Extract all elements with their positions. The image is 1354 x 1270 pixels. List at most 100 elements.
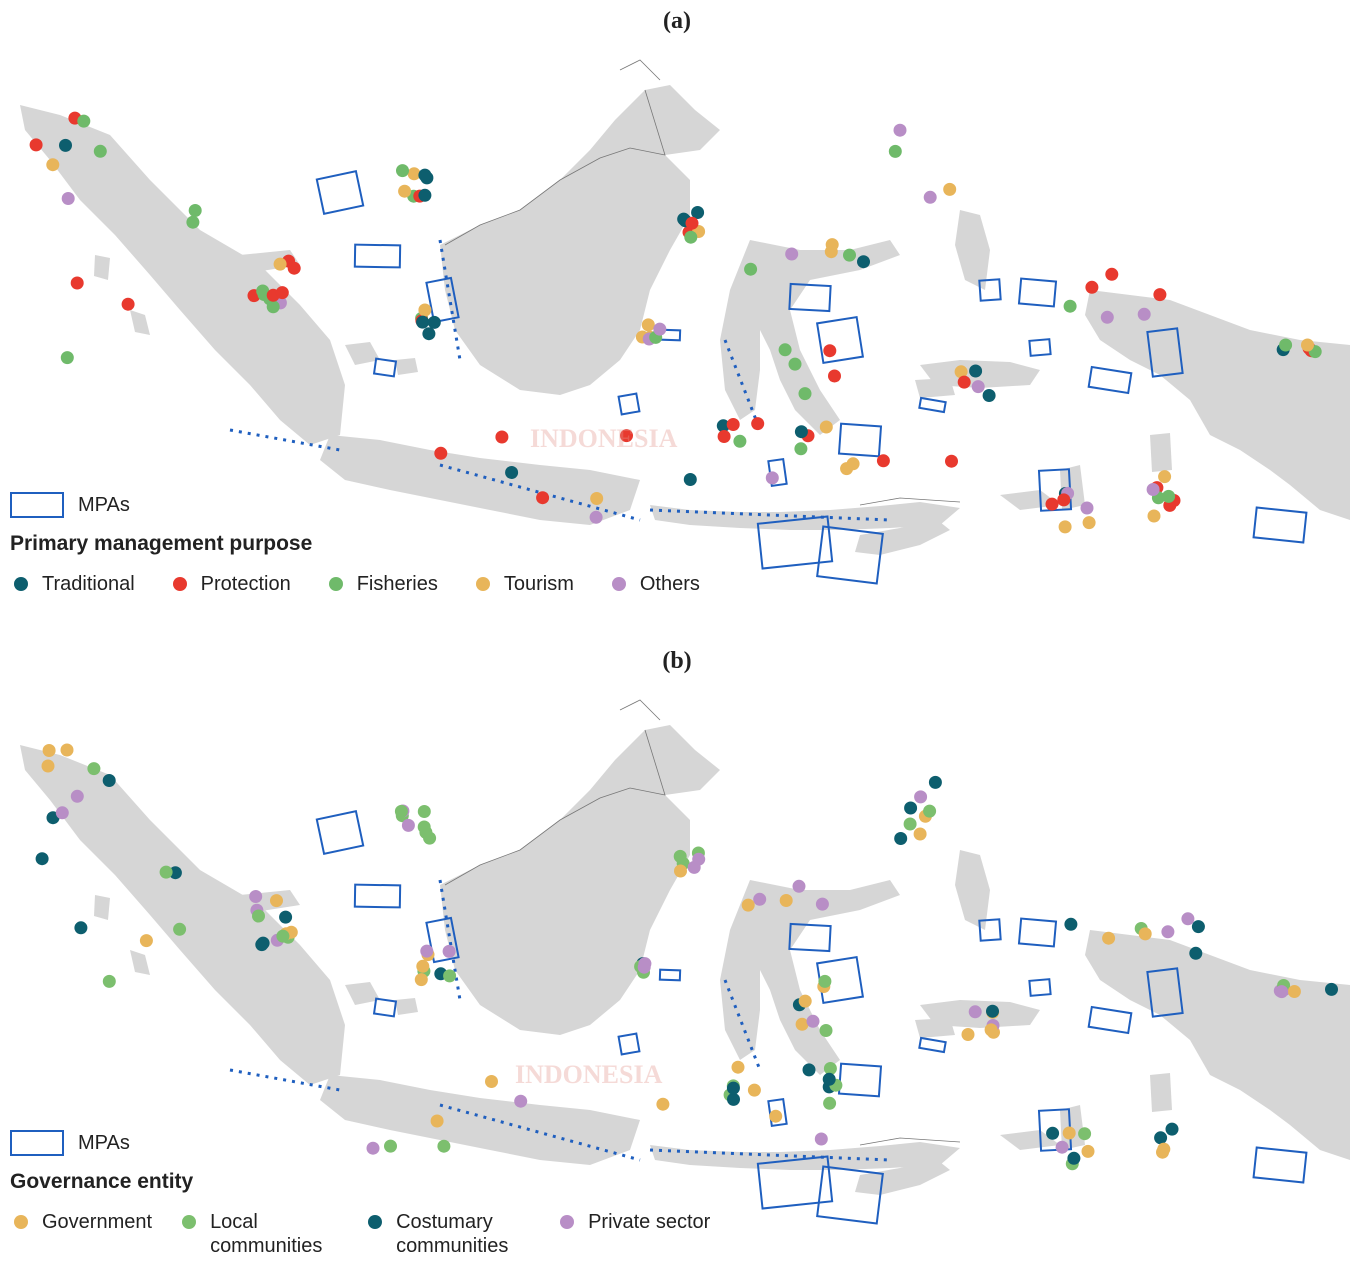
mpa-point <box>366 1141 380 1155</box>
mpa-point <box>903 817 917 831</box>
mpa-point <box>1153 288 1167 302</box>
mpa-point <box>279 910 293 924</box>
mpa-point <box>1085 280 1099 294</box>
mpa-point <box>121 297 135 311</box>
mpa-point <box>818 974 832 988</box>
legend-dot <box>368 1215 383 1229</box>
mpa-point <box>692 852 706 866</box>
mpa-outline <box>1146 327 1184 378</box>
panel-label: (a) <box>663 8 691 34</box>
legend-label: Traditional <box>42 573 135 595</box>
mpa-outline <box>816 525 884 585</box>
mpa-outline <box>815 315 865 365</box>
mpa-coastal-segment <box>229 1068 341 1092</box>
map-panel-b: (b) INDONESIA MPAs Governance entity Gov… <box>0 640 1354 1270</box>
mpa-point <box>685 216 699 230</box>
panel-label: (b) <box>662 648 692 674</box>
mpa-point <box>434 446 448 460</box>
mpa-point <box>798 994 812 1008</box>
mpa-outline <box>1252 506 1308 544</box>
legend-dot <box>611 577 626 591</box>
mpa-point <box>270 894 283 908</box>
legend-title: Primary management purpose <box>10 532 313 555</box>
mpa-point <box>641 318 655 332</box>
legend-label: Private sector <box>588 1211 711 1233</box>
mpa-point <box>1301 338 1314 352</box>
mpa-outline-swatch <box>10 492 64 518</box>
mpa-point <box>186 215 200 229</box>
mpa-point <box>401 818 415 832</box>
neighbor-border <box>444 699 961 1146</box>
island-timor <box>855 518 950 555</box>
mpa-point <box>945 454 958 468</box>
mpa-point <box>765 471 779 485</box>
mpa-point <box>1100 310 1114 324</box>
mpa-point <box>188 204 202 217</box>
island-sulawesi <box>720 880 900 1075</box>
legend-item: Tourism <box>472 572 574 596</box>
legend-dot <box>172 577 187 591</box>
mpa-outline <box>788 922 832 953</box>
legend-item: Government <box>10 1210 152 1258</box>
island-papua <box>1085 290 1350 520</box>
mpa-point <box>727 1092 740 1106</box>
mpa-point <box>815 897 829 911</box>
mpa-point <box>423 831 437 845</box>
mpa-point <box>266 300 280 314</box>
map-panel-a: (a) INDONESIA MPAs Primary management pu… <box>0 0 1354 630</box>
mpa-outline <box>617 392 641 416</box>
mpa-coastal-segment <box>229 428 341 452</box>
mpa-point <box>29 138 43 152</box>
mpa-outline <box>756 1155 834 1210</box>
mpa-point <box>1105 267 1119 281</box>
mpa-point <box>55 806 69 820</box>
mpa-point <box>806 1014 820 1028</box>
mpa-outline <box>756 515 834 570</box>
island-bangka <box>345 342 380 365</box>
legend-dot <box>14 1215 28 1229</box>
legend: Government Local communities Costumary c… <box>10 1210 736 1258</box>
mpa-point <box>407 167 421 181</box>
mpa-point <box>35 852 49 866</box>
mpa-point <box>819 420 833 434</box>
island-mentawai <box>130 950 150 975</box>
mpa-point <box>957 375 971 389</box>
mpa-point <box>733 434 747 448</box>
legend-label: Local communities <box>210 1211 323 1257</box>
mpa-coastal-segment <box>649 1148 891 1162</box>
mpa-point <box>505 466 519 479</box>
mpa-point <box>87 762 101 776</box>
mpa-point <box>1146 483 1160 496</box>
mpa-outline <box>1087 1005 1133 1035</box>
mpa-point <box>802 1063 816 1077</box>
mpa-coastal-segment <box>439 463 641 522</box>
mpa-point <box>792 879 806 893</box>
mpa-point <box>753 892 767 906</box>
mpa-outline <box>837 1062 883 1098</box>
mpa-point <box>823 344 837 358</box>
mpa-point <box>46 158 60 172</box>
mpa-point <box>1157 1142 1171 1156</box>
mpa-point <box>969 364 983 378</box>
mpa-point <box>984 1023 998 1037</box>
mpa-outline <box>1028 338 1052 357</box>
legend-label: Costumary communities <box>396 1211 509 1257</box>
mpa-point <box>394 804 408 818</box>
legend-mpa-label: MPAs <box>78 493 130 516</box>
mpa-point <box>823 1062 837 1075</box>
mpa-point <box>416 315 430 329</box>
mpa-point <box>1275 985 1289 999</box>
mpa-point <box>60 743 74 757</box>
mpa-point <box>825 238 839 252</box>
landmass-group <box>20 725 1350 1195</box>
island-buru <box>915 378 955 398</box>
mpa-outline <box>1017 917 1058 948</box>
mpa-point <box>1062 1126 1076 1140</box>
mpa-point <box>741 898 755 912</box>
mpa-coastal-segment <box>438 239 462 361</box>
legend-label: Fisheries <box>356 573 438 595</box>
mpa-outline <box>1146 967 1184 1018</box>
mpa-point <box>1055 1140 1069 1154</box>
mpa-point <box>273 257 287 271</box>
mpa-point <box>1063 299 1077 313</box>
